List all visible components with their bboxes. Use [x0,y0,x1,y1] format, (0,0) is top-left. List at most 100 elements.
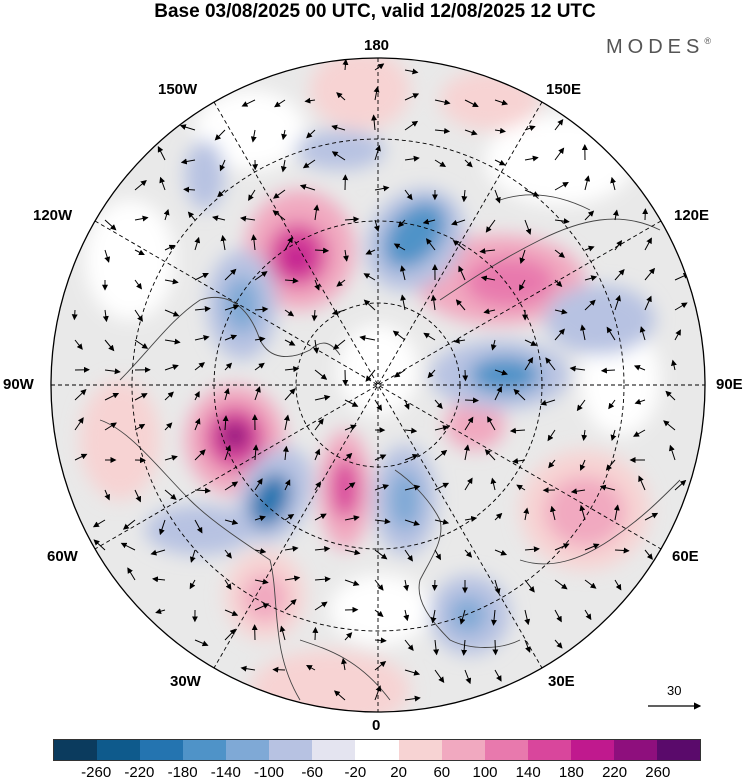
wind-vector [134,339,149,349]
wind-vector [554,119,564,131]
wind-vector [404,93,420,101]
wind-vector [434,99,451,106]
wind-vectors [71,58,690,702]
wind-vector [483,308,496,315]
wind-vector [164,391,174,401]
wind-vector [434,549,442,561]
wind-vector [464,129,478,136]
wind-vector [548,459,556,469]
colorbar-tick-label: 220 [602,764,628,781]
wind-vector [217,189,226,198]
wind-vector [223,387,230,401]
wind-vector [584,275,598,282]
colorbar-tick-label: -140 [210,764,241,781]
wind-vector [674,329,681,341]
wind-vector [545,357,556,371]
wind-vector [494,549,508,556]
wind-vector [671,359,677,371]
wind-vector [540,399,556,406]
wind-vector [314,601,328,611]
wind-vector [403,579,410,592]
wind-vector [570,488,586,495]
wind-vector [404,484,421,491]
wind-vector [164,489,177,500]
wind-vector [579,504,586,521]
wind-vector [311,309,318,322]
wind-vector [600,367,616,374]
wind-vector [331,151,346,161]
wind-vector [373,86,380,101]
wind-vector [164,338,181,345]
wind-vector [399,265,406,281]
wind-vector [464,397,479,404]
colorbar-tick-label: 20 [390,764,407,781]
wind-vector [524,339,538,346]
wind-vector [159,176,166,191]
wind-vector [580,324,586,341]
colorbar-tick-label: 180 [558,764,584,781]
colorbar-swatch [269,740,313,760]
wind-vector [451,219,466,226]
wind-vector [464,515,478,522]
wind-vector [663,420,676,431]
colorbar-swatch [355,740,399,760]
wind-vector [452,239,466,251]
wind-vector [464,159,473,168]
wind-vector [313,339,320,354]
wind-vector [404,519,420,526]
wind-vector [430,294,437,311]
wind-vector [248,189,256,201]
wind-vector [71,309,78,321]
wind-vector [150,549,166,556]
wind-vector [157,146,166,161]
wind-vector [254,362,265,371]
wind-vector [164,309,180,317]
label-60w: 60W [47,548,78,565]
polar-map[interactable] [0,0,750,735]
wind-vector [365,249,376,255]
wind-vector [633,365,646,371]
wind-vector [104,368,121,375]
wind-vector [614,579,622,591]
wind-vector [254,271,268,281]
wind-vector [425,238,436,251]
wind-vector [374,609,384,618]
wind-vector [284,545,299,552]
wind-vector [224,362,233,371]
wind-vector [299,184,316,191]
wind-vector [281,129,288,141]
wind-vector [644,295,652,311]
wind-vector [332,339,346,350]
wind-vector [374,637,387,644]
wind-vector [674,479,687,491]
wind-vector [164,244,176,251]
wind-vector [487,416,496,431]
wind-vector [134,215,149,222]
colorbar-tick-label: 100 [472,764,498,781]
wind-vector [430,609,437,624]
wind-vector [524,579,535,593]
wind-vector [644,549,653,560]
colorbar-swatch [140,740,184,760]
wind-vector [272,189,286,199]
wind-vector [492,639,499,656]
wind-vector [554,543,570,551]
wind-vector [164,455,178,461]
wind-vector [134,393,148,401]
wind-vector [513,388,526,401]
wind-vector [404,453,419,461]
wind-vector [250,129,257,143]
label-60e: 60E [672,548,699,565]
colorbar-swatch [527,740,571,760]
wind-vector [314,394,331,401]
colorbar-tick-label: -180 [167,764,198,781]
wind-vector [179,124,196,131]
wind-vector [344,549,361,556]
wind-vector [164,364,179,371]
wind-vector [434,518,450,525]
wind-vector [480,275,496,282]
wind-vector [254,306,269,313]
wind-vector [224,268,237,281]
wind-vector [599,484,616,491]
wind-vector [92,519,106,528]
